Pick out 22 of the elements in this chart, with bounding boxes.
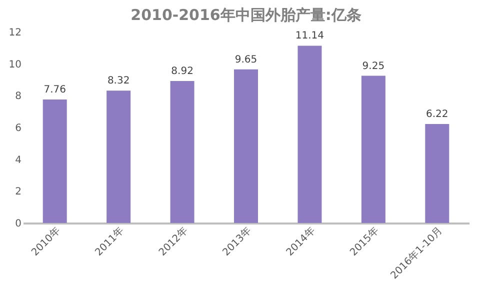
data-label: 9.65 bbox=[234, 54, 258, 66]
y-tick-label: 8 bbox=[15, 91, 22, 102]
y-tick-label: 6 bbox=[15, 123, 22, 134]
data-label: 11.14 bbox=[295, 30, 324, 42]
y-tick-label: 12 bbox=[8, 28, 22, 38]
bar bbox=[361, 76, 386, 223]
data-label: 6.22 bbox=[426, 109, 448, 120]
data-label: 8.32 bbox=[107, 76, 130, 87]
bar bbox=[42, 99, 67, 223]
bar bbox=[106, 90, 131, 223]
data-label: 9.25 bbox=[362, 60, 385, 72]
bar bbox=[425, 124, 450, 223]
chart-title: 2010-2016年中国外胎产量:亿条 bbox=[130, 6, 362, 24]
bar bbox=[170, 81, 194, 223]
y-tick-label: 4 bbox=[15, 154, 22, 166]
data-label: 8.92 bbox=[171, 66, 194, 78]
y-tick-label: 2 bbox=[15, 186, 22, 198]
data-label: 7.76 bbox=[44, 84, 66, 96]
y-tick-label: 10 bbox=[8, 59, 22, 70]
bar bbox=[298, 46, 322, 223]
y-tick-label: 0 bbox=[15, 218, 22, 230]
bar bbox=[234, 69, 258, 223]
